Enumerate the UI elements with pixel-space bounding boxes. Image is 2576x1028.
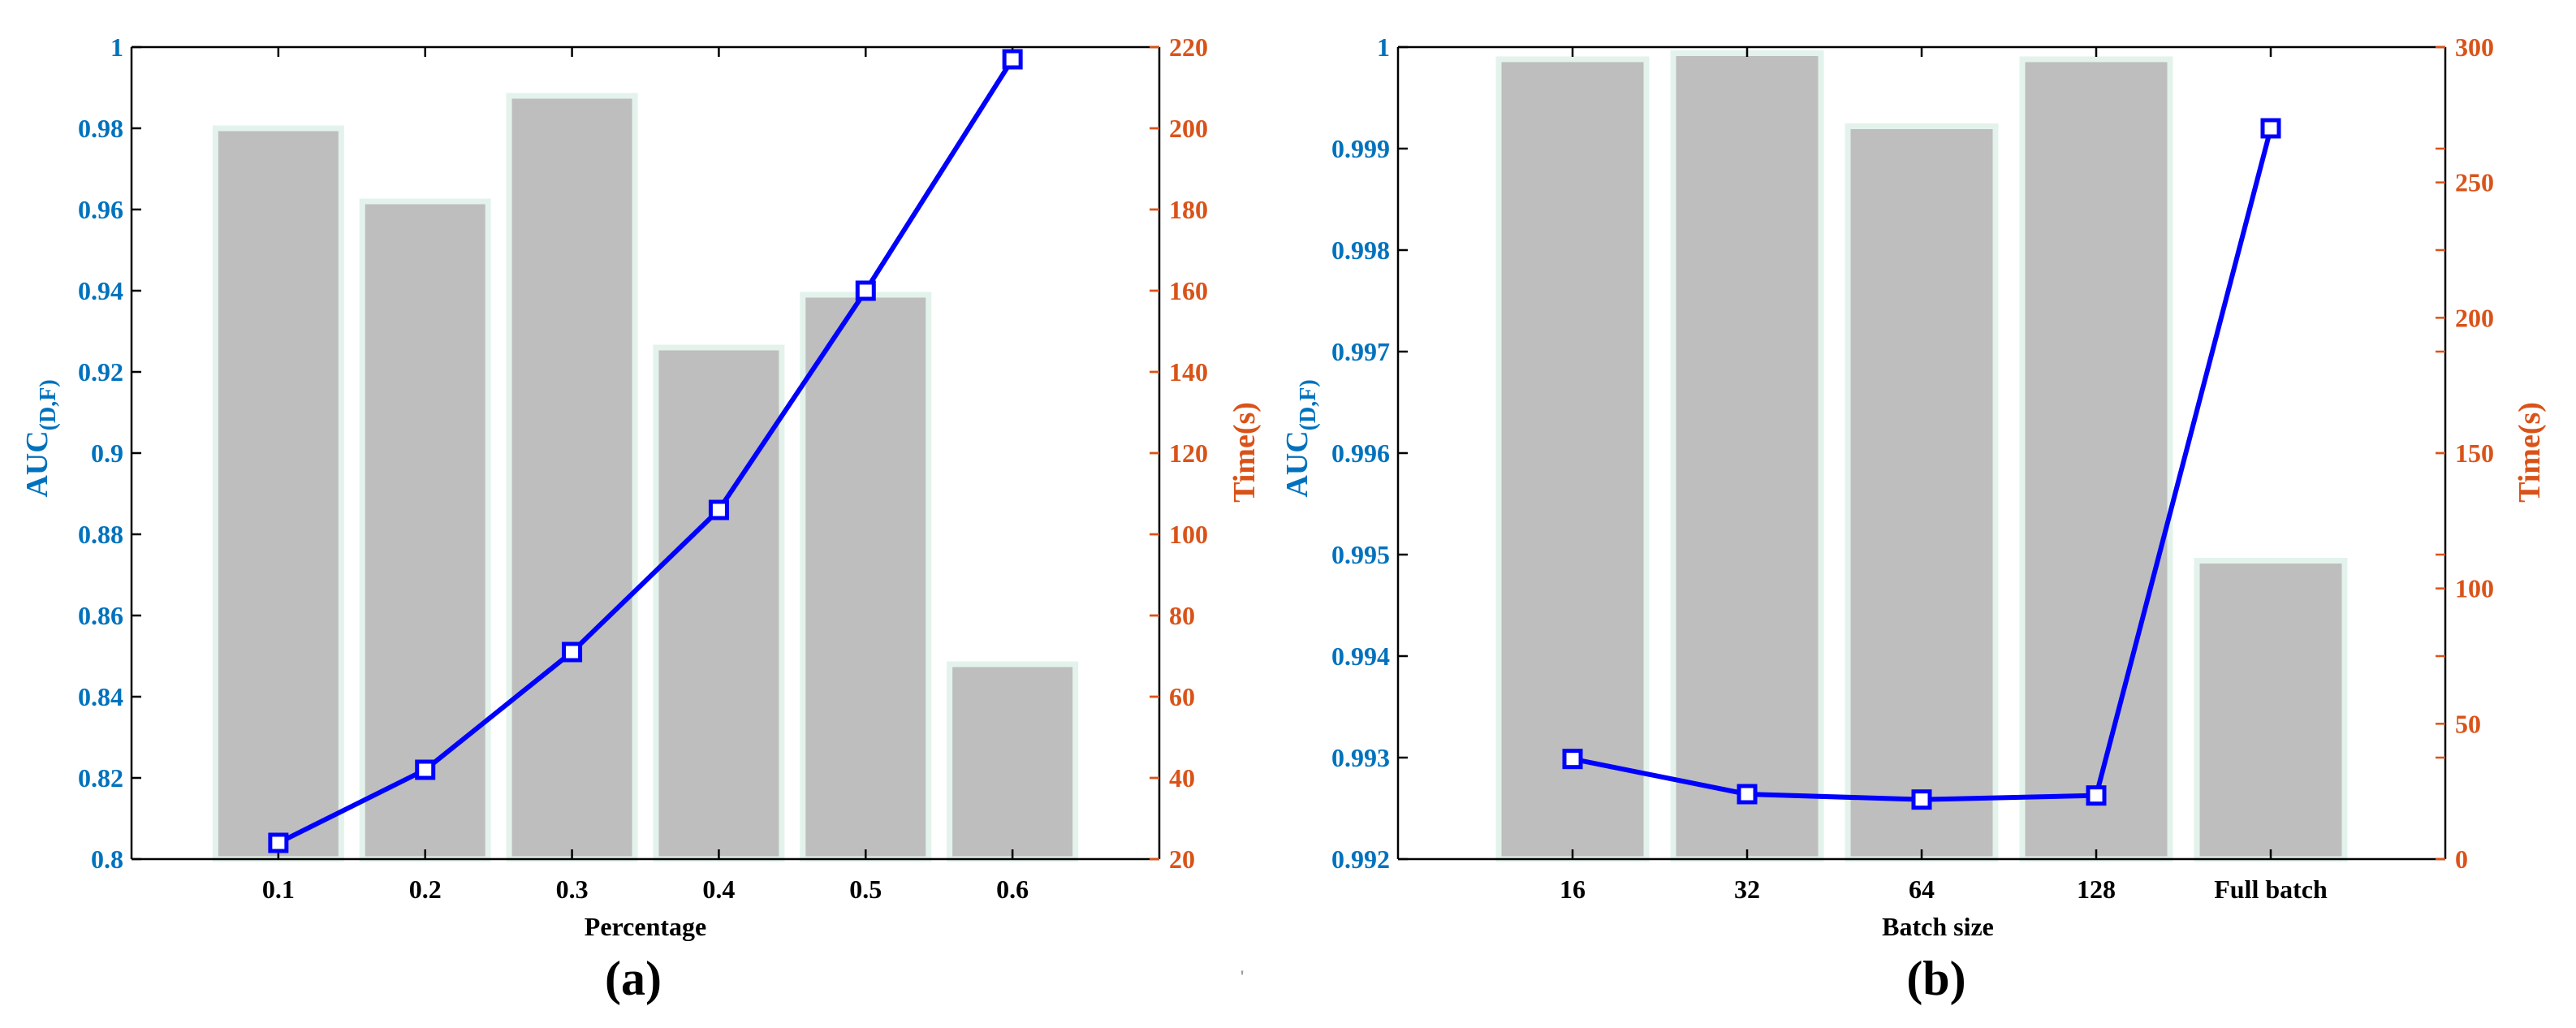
- y-tick-label: 0.998: [1331, 235, 1390, 265]
- y-tick-label: 0.996: [1331, 438, 1390, 468]
- x-tick-label: 128: [2077, 875, 2116, 904]
- right-y-axis-label: Time(s): [1228, 402, 1262, 503]
- bar: [2194, 558, 2348, 862]
- bar: [1845, 123, 1999, 862]
- right-y-axis-ticks: 0 50 100 150 200 250 300: [2436, 32, 2494, 874]
- right-y-axis-ticks: 20 40 60 80 100 120 140 160 180 200 220: [1150, 32, 1208, 874]
- y-right-tick-label: 100: [1169, 520, 1208, 549]
- y-tick-label: 0.84: [78, 682, 123, 711]
- left-y-axis-ticks: 0.992 0.993 0.994 0.995 0.996 0.997 0.998 0.999…: [1331, 32, 2445, 874]
- x-tick-label: 0.4: [702, 875, 735, 904]
- right-y-axis-label: Time(s): [2513, 402, 2547, 503]
- line-point-marker: [415, 759, 436, 780]
- y-right-tick-label: 220: [1169, 32, 1208, 62]
- y-tick-label: 0.997: [1331, 337, 1390, 366]
- y-tick-label: 0.8: [91, 844, 123, 874]
- bar: [212, 125, 344, 862]
- line-point-marker: [268, 832, 289, 853]
- y-right-tick-label: 60: [1169, 682, 1195, 711]
- line-point-marker: [1737, 784, 1758, 805]
- y-right-tick-label: 140: [1169, 357, 1208, 387]
- line-point-marker: [2086, 785, 2107, 806]
- stray-mark: ': [1240, 966, 1245, 987]
- bar: [653, 344, 785, 862]
- x-tick-label: 0.1: [262, 875, 295, 904]
- chart-panel-a: 0.80.820.840.860.880.90.920.940.960.981 …: [20, 32, 1262, 1005]
- left-y-axis-label: AUC(D,F): [1280, 379, 1321, 497]
- y-right-tick-label: 150: [2455, 438, 2494, 468]
- bar: [506, 93, 638, 862]
- y-tick-label: 1: [110, 32, 123, 62]
- line-point-marker: [1911, 789, 1932, 810]
- y-right-tick-label: 200: [2455, 303, 2494, 332]
- y-tick-label: 0.992: [1331, 844, 1390, 874]
- bar: [800, 292, 932, 862]
- bar-series: [212, 93, 1079, 862]
- y-tick-label: 0.88: [78, 520, 123, 549]
- chart-panel-b: 0.992 0.993 0.994 0.995 0.996 0.997 0.998 0.999…: [1280, 32, 2547, 1005]
- x-axis-ticks: 0.1 0.2 0.3 0.4 0.5 0.6: [262, 47, 1029, 904]
- line-point-marker: [1002, 49, 1023, 70]
- x-axis-label: Batch size: [1882, 912, 1994, 941]
- y-tick-label: 1: [1377, 32, 1390, 62]
- bar: [1670, 50, 1824, 862]
- x-axis-label: Percentage: [585, 912, 706, 941]
- y-right-tick-label: 200: [1169, 114, 1208, 143]
- x-tick-label: 0.3: [556, 875, 589, 904]
- y-tick-label: 0.993: [1331, 743, 1390, 772]
- line-point-marker: [2260, 118, 2281, 139]
- y-right-tick-label: 250: [2455, 168, 2494, 197]
- x-tick-label: Full batch: [2214, 875, 2328, 904]
- x-tick-label: 16: [1560, 875, 1586, 904]
- y-tick-label: 0.98: [78, 114, 123, 143]
- y-right-tick-label: 120: [1169, 438, 1208, 468]
- y-tick-label: 0.999: [1331, 134, 1390, 163]
- y-tick-label: 0.96: [78, 195, 123, 224]
- bar: [2019, 56, 2173, 862]
- line-point-marker: [1562, 749, 1583, 770]
- y-tick-label: 0.92: [78, 357, 123, 387]
- line-point-marker: [855, 280, 876, 301]
- y-tick-label: 0.86: [78, 601, 123, 630]
- y-right-tick-label: 180: [1169, 195, 1208, 224]
- panel-label: (a): [605, 952, 662, 1005]
- y-right-tick-label: 80: [1169, 601, 1195, 630]
- x-tick-label: 32: [1734, 875, 1760, 904]
- y-right-tick-label: 20: [1169, 844, 1195, 874]
- bar-series: [1495, 50, 2348, 862]
- x-tick-label: 0.6: [996, 875, 1029, 904]
- x-tick-label: 0.5: [849, 875, 882, 904]
- x-tick-label: 64: [1909, 875, 1935, 904]
- bar: [947, 661, 1079, 862]
- time-line-series: [268, 49, 1023, 853]
- y-right-tick-label: 50: [2455, 709, 2481, 738]
- y-right-tick-label: 0: [2455, 844, 2468, 874]
- y-tick-label: 0.9: [91, 438, 123, 468]
- y-tick-label: 0.82: [78, 763, 123, 793]
- x-axis-ticks: 16 32 64 128 Full batch: [1560, 47, 2328, 904]
- y-right-tick-label: 100: [2455, 574, 2494, 603]
- y-right-tick-label: 40: [1169, 763, 1195, 793]
- y-right-tick-label: 160: [1169, 276, 1208, 305]
- line-point-marker: [708, 499, 729, 520]
- y-tick-label: 0.995: [1331, 540, 1390, 569]
- x-tick-label: 0.2: [409, 875, 442, 904]
- panel-label: (b): [1906, 952, 1965, 1005]
- y-tick-label: 0.994: [1331, 641, 1390, 671]
- time-line: [277, 58, 1015, 845]
- bar: [359, 198, 491, 862]
- left-y-axis-ticks: 0.8 0.82 0.84 0.86 0.88 0.9 0.92 0.94 0.96 0.98 1: [78, 32, 1159, 874]
- y-right-tick-label: 300: [2455, 32, 2494, 62]
- y-tick-label: 0.94: [78, 276, 123, 305]
- time-line-series: [1562, 118, 2281, 810]
- left-y-axis-label: AUC(D,F): [20, 379, 61, 497]
- line-point-marker: [562, 641, 583, 663]
- bar: [1495, 56, 1650, 862]
